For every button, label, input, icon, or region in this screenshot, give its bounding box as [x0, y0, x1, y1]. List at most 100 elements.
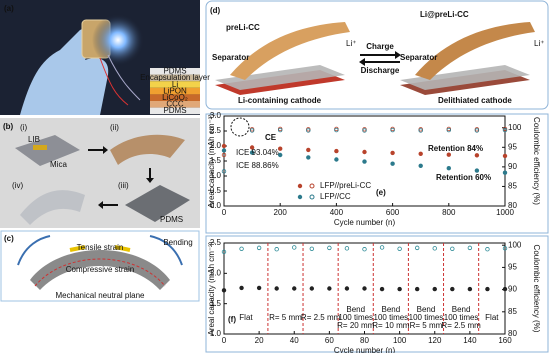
ce-point	[362, 128, 367, 133]
y-axis-label: Areal capacity (mAh cm⁻²)	[207, 241, 216, 335]
step-label: (ii)	[110, 123, 119, 132]
layer-swatch	[150, 101, 200, 108]
ce-point	[221, 152, 227, 158]
capacity-point	[362, 159, 367, 164]
x-tick-label: 120	[428, 336, 442, 345]
ce-point	[397, 246, 402, 251]
capacity-point	[502, 286, 508, 292]
ce-point	[418, 128, 423, 133]
ce-point	[249, 128, 255, 133]
ce-point	[221, 169, 227, 174]
x-tick-label: 600	[386, 208, 400, 217]
segment-label: 100 times	[374, 313, 409, 322]
frame-f	[205, 235, 549, 353]
text-label: Bending	[163, 238, 192, 247]
annotation: Retention 84%	[428, 144, 483, 153]
layer-swatch	[150, 107, 200, 115]
highlight	[230, 117, 250, 137]
capacity-point	[306, 155, 311, 160]
text-label: Separator	[212, 53, 249, 62]
ce-point	[502, 246, 508, 251]
segment-label: R= 10 mm	[372, 321, 409, 330]
capacity-point	[397, 286, 402, 292]
legend-marker	[297, 194, 303, 200]
capacity-point	[292, 286, 297, 291]
y2-axis-label: Coulombic efficiency (%)	[532, 117, 541, 205]
text-label: Compressive strain	[66, 265, 134, 274]
illustration-c	[0, 230, 200, 302]
annotation: Retention 60%	[436, 173, 491, 182]
annotation: ICE 88.86%	[236, 161, 279, 170]
text-label: preLi-CC	[226, 23, 260, 32]
capacity-point	[432, 286, 437, 292]
x-tick-label: 140	[463, 336, 477, 345]
capacity-point	[249, 150, 255, 155]
y2-tick-label: 95	[508, 142, 517, 151]
annotation: ICE 93.04%	[236, 148, 279, 157]
y2-tick-label: 100	[508, 123, 522, 132]
capacity-point	[221, 148, 227, 153]
ce-point	[474, 128, 480, 133]
capacity-point	[502, 153, 508, 159]
text-label: Mechanical neutral plane	[56, 291, 145, 300]
ce-point	[274, 247, 279, 252]
y2-tick-label: 90	[508, 162, 517, 171]
illustration-d	[205, 0, 549, 110]
legend-marker	[309, 194, 315, 200]
step-label: (i)	[20, 123, 27, 132]
y2-tick-label: 100	[508, 240, 522, 249]
capacity-point	[418, 151, 423, 156]
y-tick-label: 2.5	[210, 126, 222, 135]
capacity-point	[327, 286, 332, 291]
ce-point	[467, 245, 473, 251]
layer-swatch	[150, 74, 200, 82]
y-tick-label: 1.5	[210, 299, 222, 308]
panel-label: (f)	[228, 315, 236, 324]
ce-point	[390, 127, 395, 133]
text-label: Li-containing cathode	[238, 96, 322, 105]
y-tick-label: 2.0	[210, 268, 222, 277]
legend-label: LFP//preLi-CC	[320, 181, 371, 190]
segment-label: Bend	[452, 305, 471, 314]
capacity-point	[306, 147, 311, 153]
segment-label: R= 20 mm	[337, 321, 374, 330]
capacity-point	[467, 286, 473, 292]
layer-label: PDMS	[163, 67, 186, 76]
text-label: LIB	[28, 135, 40, 144]
text-label: PDMS	[160, 215, 183, 224]
text-label: Li@preLi-CC	[420, 10, 469, 19]
capacity-point	[278, 152, 283, 158]
text-label: Delithiated cathode	[438, 96, 512, 105]
layer-label: PDMS	[163, 106, 186, 115]
capacity-point	[390, 150, 395, 156]
ce-point	[362, 247, 367, 252]
y2-axis-label: Coulombic efficiency (%)	[532, 245, 541, 333]
ce-point	[239, 246, 244, 251]
ce-point	[292, 245, 297, 250]
legend-label: LFP//CC	[320, 192, 351, 201]
x-tick-label: 20	[255, 336, 264, 345]
y-tick-label: 0.5	[210, 186, 222, 195]
ce-point	[306, 128, 311, 133]
capacity-point	[474, 153, 480, 158]
layer-label: LiPON	[163, 86, 187, 95]
y-tick-label: 3.0	[210, 111, 222, 120]
x-tick-label: 80	[360, 336, 369, 345]
ce-point	[450, 246, 455, 251]
ce-point	[485, 247, 490, 252]
capacity-point	[221, 143, 227, 149]
capacity-point	[334, 148, 339, 154]
segment-label: 100 times	[444, 313, 479, 322]
y-tick-label: 0.0	[210, 201, 222, 210]
y2-tick-label: 95	[508, 263, 517, 272]
legend-marker	[309, 183, 315, 189]
capacity-point	[362, 286, 367, 291]
capacity-point	[379, 286, 385, 292]
ce-point	[414, 245, 420, 251]
layer-swatch	[150, 94, 200, 101]
capacity-point	[362, 149, 367, 155]
frame-e	[205, 113, 549, 234]
segment-label: 100 times	[338, 313, 373, 322]
ce-point	[278, 127, 283, 133]
step-label: (iii)	[118, 181, 129, 190]
